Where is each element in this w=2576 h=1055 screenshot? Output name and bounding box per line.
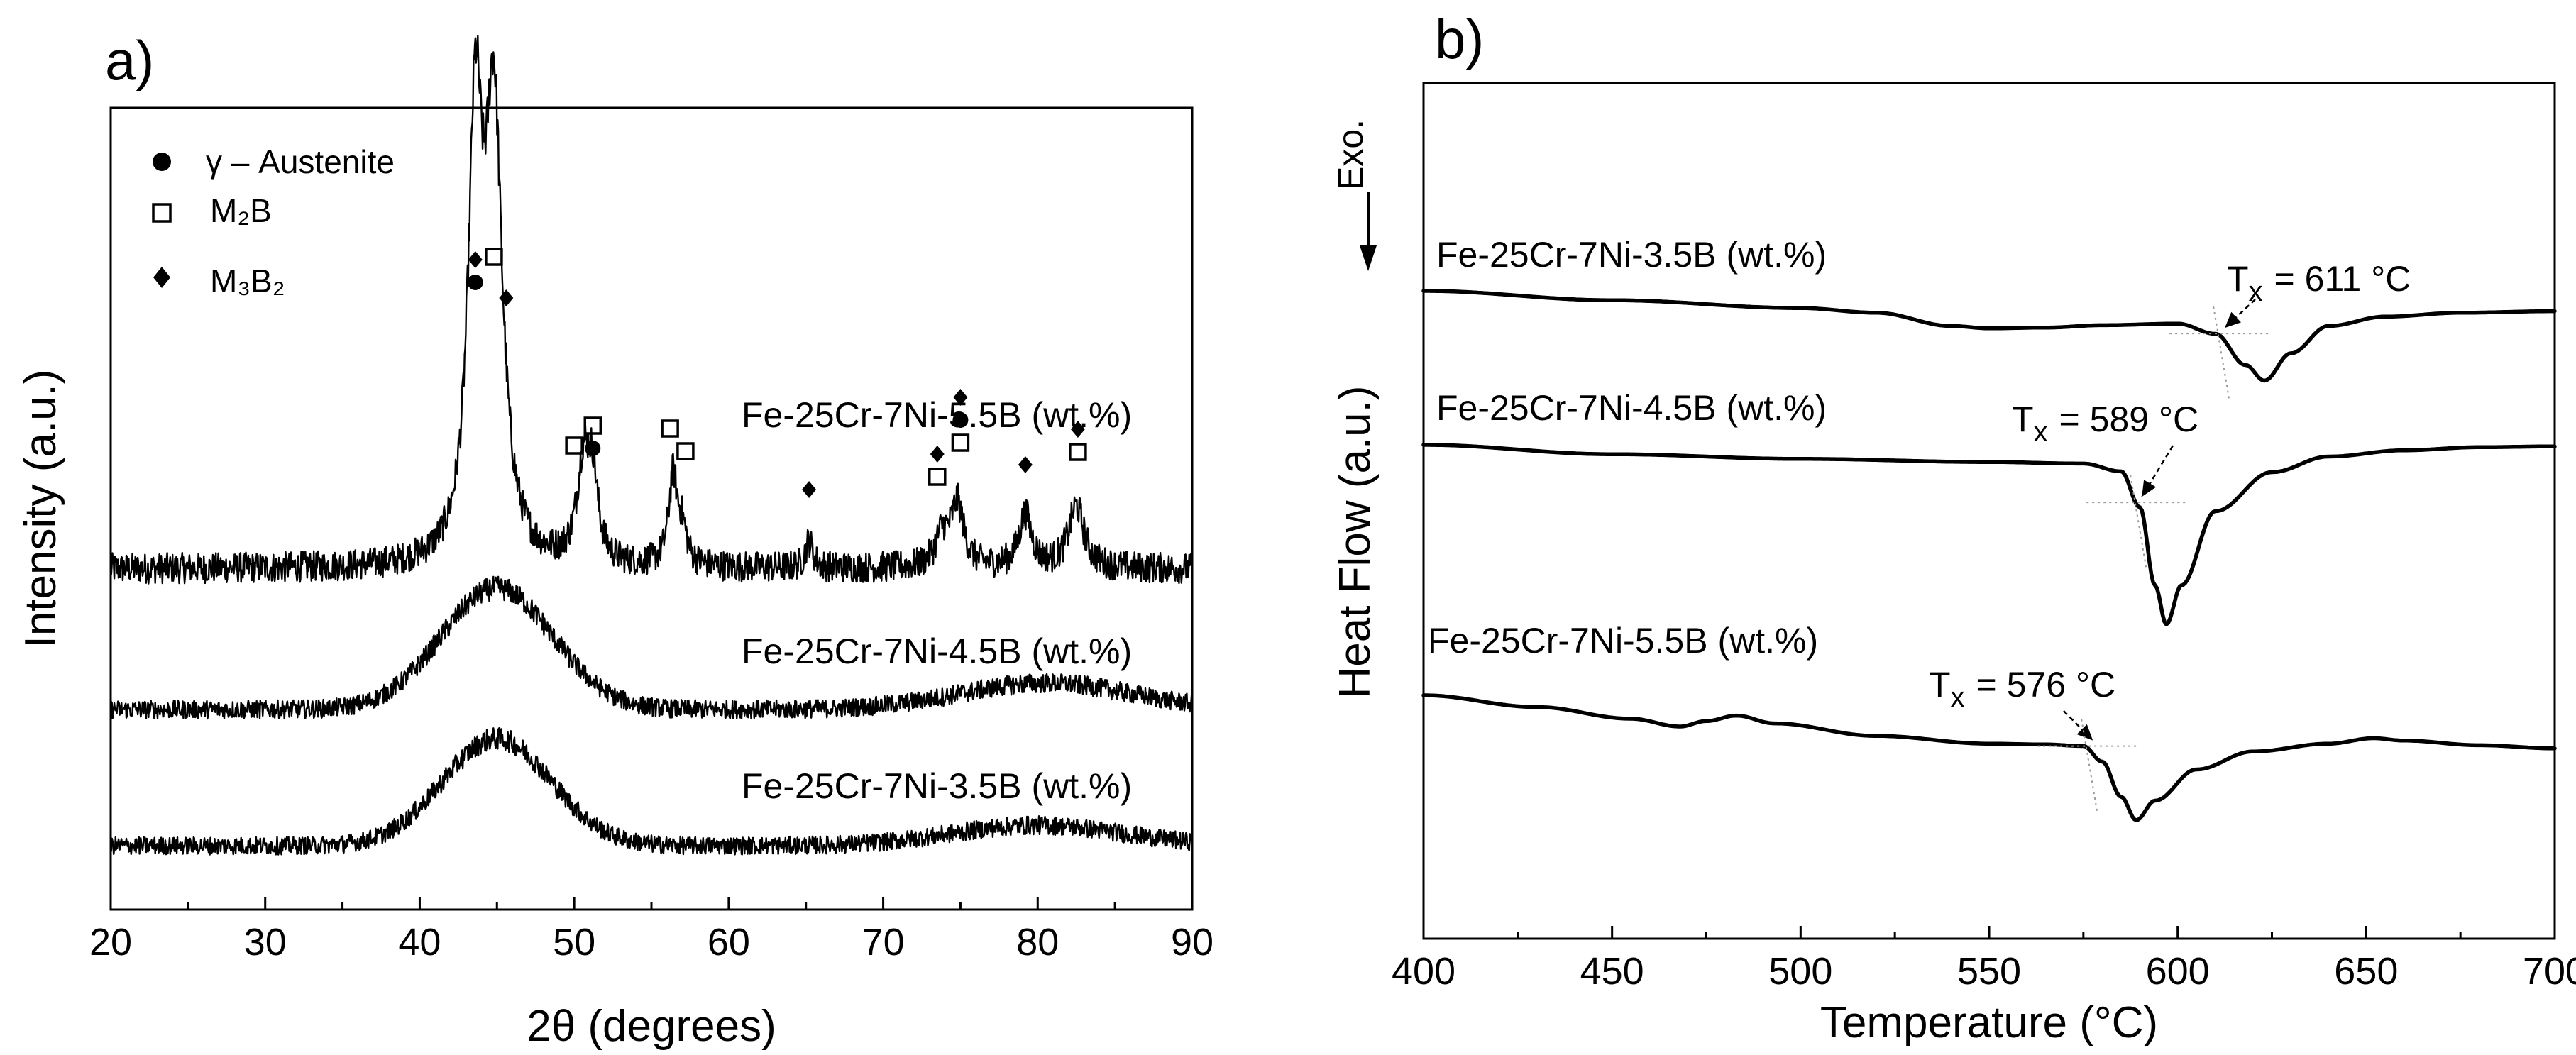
phase-marker-diamond bbox=[1018, 456, 1033, 473]
onset-tangent-slope bbox=[2213, 306, 2230, 399]
phase-marker-square bbox=[676, 442, 695, 460]
dsc-label-3-5b: Fe-25Cr-7Ni-3.5B (wt.%) bbox=[1436, 235, 1827, 275]
legend-m3b2-label: M₃B₂ bbox=[210, 263, 285, 299]
panel-b-x-label: Temperature (°C) bbox=[1820, 998, 2158, 1047]
dsc-trace-2 bbox=[1421, 693, 2557, 822]
a-x-tick-label: 30 bbox=[244, 921, 287, 963]
onset-arrow-head bbox=[2225, 311, 2241, 328]
b-x-tick-label: 450 bbox=[1580, 950, 1644, 993]
legend-square-marker bbox=[152, 203, 172, 223]
a-x-tick-label: 50 bbox=[553, 921, 595, 963]
legend-diamond-marker bbox=[153, 267, 170, 288]
panel-a-x-label: 2θ (degrees) bbox=[527, 1002, 776, 1051]
dsc-label-4-5b: Fe-25Cr-7Ni-4.5B (wt.%) bbox=[1436, 388, 1827, 428]
phase-marker-square bbox=[485, 248, 503, 266]
series-label-5-5b: Fe-25Cr-7Ni-5.5B (wt.%) bbox=[742, 395, 1132, 435]
legend-austenite-label: γ – Austenite bbox=[206, 143, 395, 180]
panel-a-traces bbox=[109, 35, 1194, 856]
b-x-tick-label: 400 bbox=[1392, 950, 1455, 993]
phase-marker-diamond bbox=[930, 446, 945, 463]
panel-a-legend: γ – Austenite M₂B M₃B₂ bbox=[152, 143, 395, 299]
b-x-tick-label: 600 bbox=[2146, 950, 2210, 993]
dsc-label-5-5b: Fe-25Cr-7Ni-5.5B (wt.%) bbox=[1428, 621, 1818, 661]
panel-b-dsc: b) 400 450 500 550 600 650 700 Tx= 611 °C Tx= 5… bbox=[1331, 8, 2576, 1047]
panel-a-y-label: Intensity (a.u.) bbox=[16, 370, 65, 648]
panel-b-y-label: Heat Flow (a.u.) bbox=[1331, 385, 1380, 698]
xrd-trace-0 bbox=[109, 35, 1194, 585]
b-x-tick-label: 700 bbox=[2523, 950, 2576, 993]
panel-a-phase-markers bbox=[467, 248, 1087, 498]
exo-label: Exo. bbox=[1331, 119, 1370, 190]
legend-m2b-label: M₂B bbox=[210, 192, 272, 229]
a-x-tick-label: 80 bbox=[1016, 921, 1059, 963]
phase-marker-circle bbox=[585, 441, 601, 456]
xrd-trace-1 bbox=[109, 575, 1194, 720]
panel-b-traces bbox=[1421, 289, 2557, 822]
phase-marker-square bbox=[565, 436, 583, 455]
a-x-tick-label: 90 bbox=[1171, 921, 1213, 963]
exo-arrow-head bbox=[1360, 245, 1377, 271]
phase-marker-square bbox=[1069, 443, 1087, 461]
onset-label-0: Tx = 611 °C bbox=[2227, 259, 2411, 307]
dsc-trace-1 bbox=[1421, 443, 2557, 626]
onset-label-2: Tx = 576 °C bbox=[1929, 665, 2115, 713]
panel-a-xrd: a) 20 30 40 50 60 70 80 90 γ – Austenite M₂B M₃… bbox=[16, 29, 1213, 1051]
panel-b-frame bbox=[1422, 82, 2556, 940]
phase-marker-circle bbox=[467, 275, 483, 290]
onset-tangent-slope bbox=[2130, 475, 2147, 568]
exo-direction-arrow: Exo. bbox=[1331, 119, 1377, 271]
phase-marker-diamond bbox=[953, 389, 968, 406]
panel-b-onset-annotations: Tx = 611 °C Tx = 589 °C Tx = 576 °C bbox=[1929, 259, 2411, 812]
onset-arrow-head bbox=[2142, 480, 2157, 497]
phase-marker-square bbox=[583, 416, 602, 435]
xrd-trace-2 bbox=[109, 727, 1194, 856]
b-x-tick-label: 550 bbox=[1957, 950, 2021, 993]
b-x-tick-label: 500 bbox=[1768, 950, 1832, 993]
panel-a-label: a) bbox=[105, 29, 154, 92]
a-x-tick-label: 40 bbox=[398, 921, 441, 963]
legend-circle-marker bbox=[153, 153, 171, 171]
onset-arrow-head bbox=[2076, 724, 2093, 741]
phase-marker-square bbox=[928, 468, 947, 486]
phase-marker-diamond bbox=[499, 289, 514, 306]
series-label-3-5b: Fe-25Cr-7Ni-3.5B (wt.%) bbox=[742, 766, 1132, 806]
phase-marker-square bbox=[951, 433, 970, 452]
dsc-trace-0 bbox=[1421, 289, 2557, 383]
series-label-4-5b: Fe-25Cr-7Ni-4.5B (wt.%) bbox=[742, 631, 1132, 671]
phase-marker-diamond bbox=[802, 481, 817, 498]
a-x-tick-label: 60 bbox=[708, 921, 750, 963]
panel-a-x-ticks: 20 30 40 50 60 70 80 90 bbox=[89, 897, 1213, 963]
onset-arrow-shaft bbox=[2141, 445, 2174, 497]
panel-b-x-ticks: 400 450 500 550 600 650 700 bbox=[1392, 926, 2576, 993]
a-x-tick-label: 20 bbox=[89, 921, 132, 963]
phase-marker-circle bbox=[952, 412, 969, 428]
b-x-tick-label: 650 bbox=[2334, 950, 2398, 993]
phase-marker-diamond bbox=[1070, 421, 1085, 438]
panel-b-label: b) bbox=[1435, 8, 1484, 70]
onset-tangent-slope bbox=[2081, 719, 2098, 812]
phase-marker-diamond bbox=[468, 251, 483, 268]
phase-marker-square bbox=[661, 419, 679, 438]
onset-label-1: Tx = 589 °C bbox=[2012, 399, 2198, 448]
a-x-tick-label: 70 bbox=[862, 921, 905, 963]
